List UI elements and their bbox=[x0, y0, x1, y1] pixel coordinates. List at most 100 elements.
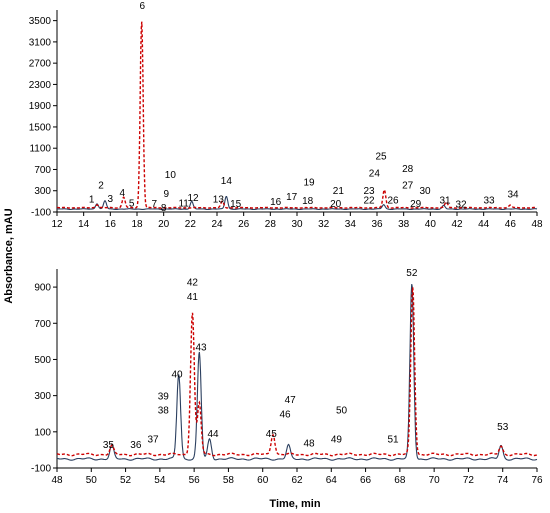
x-tick-label: 14 bbox=[78, 219, 90, 230]
peak-label: 39 bbox=[158, 391, 170, 402]
chromatogram-trace-solid bbox=[56, 283, 538, 461]
peak-label: 20 bbox=[330, 199, 342, 210]
peak-label: 43 bbox=[195, 342, 207, 353]
peak-label: 11 bbox=[178, 199, 189, 210]
peak-label: 35 bbox=[103, 440, 115, 451]
peak-label: 31 bbox=[439, 195, 451, 206]
peak-label: 14 bbox=[221, 176, 233, 187]
x-tick-label: 58 bbox=[223, 475, 235, 486]
peak-label: 38 bbox=[158, 406, 170, 417]
x-tick-label: 76 bbox=[531, 475, 543, 486]
peak-label: 22 bbox=[363, 195, 375, 206]
peak-label: 47 bbox=[285, 395, 297, 406]
peak-label: 52 bbox=[406, 268, 418, 279]
x-tick-label: 16 bbox=[105, 219, 117, 230]
x-tick-label: 66 bbox=[360, 475, 372, 486]
peak-label: 5 bbox=[129, 199, 135, 210]
peak-label: 21 bbox=[333, 186, 345, 197]
peak-label: 2 bbox=[98, 181, 104, 192]
x-tick-label: 42 bbox=[451, 219, 463, 230]
peak-label: 44 bbox=[207, 429, 219, 440]
y-tick-label: 700 bbox=[34, 165, 51, 176]
y-tick-label: 700 bbox=[34, 319, 51, 330]
y-tick-label: 1100 bbox=[29, 144, 51, 155]
chromatogram-trace-dashed bbox=[57, 21, 538, 209]
y-tick-label: 300 bbox=[34, 186, 51, 197]
peak-label: 9 bbox=[164, 189, 170, 200]
y-axis-label: Absorbance, mAU bbox=[3, 208, 15, 303]
y-tick-label: 3500 bbox=[29, 16, 52, 27]
peak-label: 33 bbox=[483, 195, 495, 206]
peak-label: 1 bbox=[89, 194, 95, 205]
x-tick-label: 72 bbox=[463, 475, 475, 486]
peak-label: 8 bbox=[161, 203, 167, 214]
peak-label: 37 bbox=[147, 435, 159, 446]
peak-label: 50 bbox=[336, 406, 348, 417]
peak-label: 48 bbox=[303, 438, 315, 449]
x-tick-label: 74 bbox=[497, 475, 509, 486]
x-tick-label: 46 bbox=[505, 219, 517, 230]
x-tick-label: 44 bbox=[478, 219, 490, 230]
x-tick-label: 56 bbox=[189, 475, 201, 486]
peak-label: 17 bbox=[286, 192, 298, 203]
x-tick-label: 48 bbox=[51, 475, 63, 486]
peak-label: 45 bbox=[266, 429, 278, 440]
peak-label: 18 bbox=[302, 196, 314, 207]
x-tick-label: 70 bbox=[429, 475, 441, 486]
peak-label: 3 bbox=[108, 194, 114, 205]
y-tick-label: 300 bbox=[34, 391, 51, 402]
x-tick-label: 26 bbox=[238, 219, 250, 230]
x-tick-label: 32 bbox=[318, 219, 330, 230]
peak-label: 51 bbox=[387, 435, 399, 446]
y-tick-label: -100 bbox=[31, 464, 51, 475]
peak-label: 6 bbox=[140, 1, 146, 12]
peak-label: 19 bbox=[303, 177, 315, 188]
x-tick-label: 54 bbox=[154, 475, 166, 486]
peak-label: 34 bbox=[507, 190, 519, 201]
y-tick-label: 1500 bbox=[29, 122, 52, 133]
chromatogram-trace-dashed bbox=[56, 287, 538, 457]
x-tick-label: 12 bbox=[51, 219, 63, 230]
x-tick-label: 40 bbox=[425, 219, 437, 230]
x-tick-label: 18 bbox=[131, 219, 143, 230]
peak-label: 23 bbox=[363, 186, 375, 197]
peak-label: 42 bbox=[187, 277, 199, 288]
x-tick-label: 64 bbox=[326, 475, 338, 486]
peak-label: 10 bbox=[165, 170, 177, 181]
y-tick-label: 1900 bbox=[29, 101, 52, 112]
x-tick-label: 38 bbox=[398, 219, 410, 230]
x-tick-label: 22 bbox=[185, 219, 197, 230]
x-tick-label: 28 bbox=[265, 219, 277, 230]
x-tick-label: 20 bbox=[158, 219, 170, 230]
chromatogram-panel-bottom: -100 100 300 500 700 900 48 50 52 54 56 58 60 62 64 66 6… bbox=[31, 268, 543, 486]
peak-label: 7 bbox=[152, 199, 158, 210]
x-tick-label: 52 bbox=[120, 475, 132, 486]
peak-label: 4 bbox=[120, 188, 126, 199]
peak-label: 40 bbox=[171, 370, 183, 381]
peak-label: 36 bbox=[130, 440, 142, 451]
x-tick-label: 62 bbox=[291, 475, 303, 486]
peak-label: 25 bbox=[375, 151, 387, 162]
peak-label: 26 bbox=[387, 195, 399, 206]
x-tick-label: 60 bbox=[257, 475, 269, 486]
y-tick-label: 2700 bbox=[29, 59, 52, 70]
peak-label: 41 bbox=[187, 292, 199, 303]
y-tick-label: 100 bbox=[34, 427, 51, 438]
peak-label: 53 bbox=[497, 422, 509, 433]
peak-label: 32 bbox=[455, 200, 467, 211]
y-tick-label: 500 bbox=[34, 355, 51, 366]
peak-label: 13 bbox=[213, 194, 225, 205]
x-tick-label: 34 bbox=[345, 219, 357, 230]
y-tick-label: 3100 bbox=[29, 37, 52, 48]
x-tick-label: 48 bbox=[531, 219, 543, 230]
x-tick-label: 30 bbox=[291, 219, 303, 230]
peak-label: 28 bbox=[402, 164, 414, 175]
x-tick-label: 50 bbox=[86, 475, 98, 486]
x-axis-label: Time, min bbox=[269, 498, 320, 510]
chromatogram-panel-top: -100300700110015001900230027003100350012… bbox=[29, 1, 543, 230]
peak-label: 16 bbox=[270, 197, 282, 208]
peak-label: 49 bbox=[331, 435, 343, 446]
peak-label: 27 bbox=[402, 181, 414, 192]
peak-label: 24 bbox=[369, 168, 381, 179]
